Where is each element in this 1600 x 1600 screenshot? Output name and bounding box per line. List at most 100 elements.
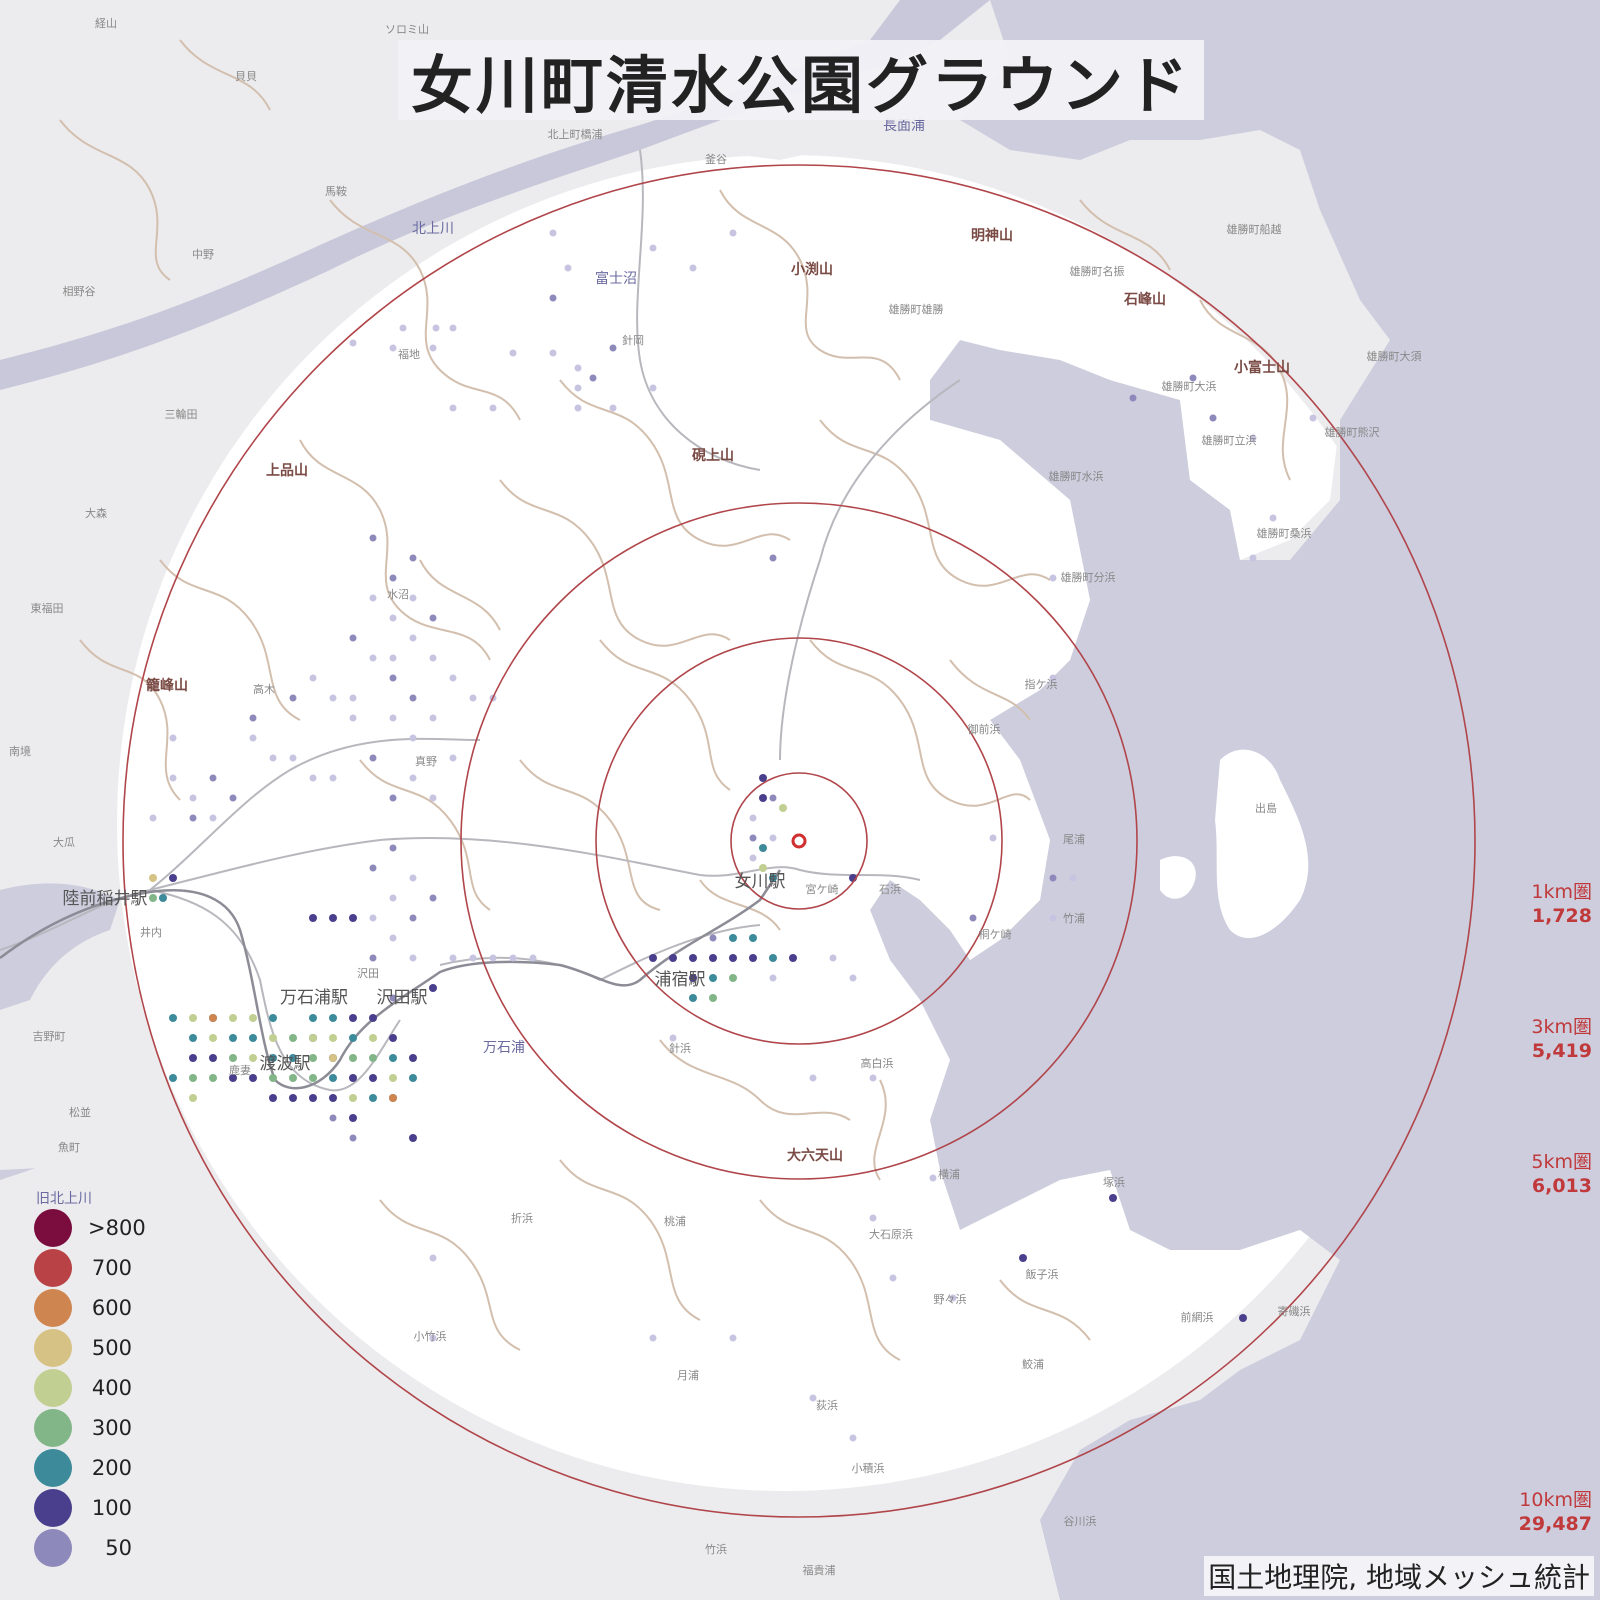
mesh-points-600 [149,874,337,1062]
place-label: 御前浜 [968,722,1001,736]
place-label: 針岡 [622,333,644,347]
place-label: 雄勝町大浜 [1162,379,1217,393]
small-island [1160,856,1196,899]
legend-swatch [34,1449,72,1487]
place-label: 竹浜 [705,1542,727,1556]
legend-item: 300 [34,1408,132,1448]
mesh-points-100 [189,294,1217,1142]
mountain-label: 石峰山 [1123,291,1166,308]
water-label: 旧北上川 [36,1191,92,1207]
place-label: 雄勝町名振 [1070,264,1125,278]
place-label: 雄勝町水浜 [1049,469,1104,483]
legend-swatch [34,1529,72,1567]
ring-label-text: 5km圏 [1531,1151,1592,1173]
ring-label-1km: 1km圏 1,728 [1531,880,1592,928]
water-label: 万石浦 [483,1040,525,1056]
place-label: 雄勝町熊沢 [1325,425,1380,439]
mountain-label: 小富士山 [1234,359,1290,376]
place-label: 福貴浦 [803,1563,836,1577]
station-label-sawada: 沢田駅 [377,988,428,1008]
mesh-points-200 [169,774,1247,1322]
place-label: 寄磯浜 [1278,1304,1311,1318]
place-label: 三輪田 [165,407,198,421]
legend-swatch [34,1249,72,1287]
place-label: 南境 [9,744,31,758]
ring-count: 1,728 [1531,905,1592,927]
place-labels-water: 北上川 長面浦 富士沼 万石浦 旧北上川 [36,118,925,1207]
contour-lines [59,39,1291,1361]
place-label: 真野 [415,754,437,768]
water-label: 北上川 [412,221,454,237]
legend-item: 100 [34,1488,132,1528]
place-label: 北上町橋浦 [548,127,603,141]
station-label-mangokuura: 万石浦駅 [280,988,348,1008]
place-label: 貝貝 [235,70,257,83]
place-label: 鹿妻 [229,1063,251,1077]
mesh-points-400 [149,894,737,1082]
place-label: 水沼 [387,587,409,601]
place-label: 飯子浜 [1026,1267,1059,1281]
place-label: 雄勝町分浜 [1061,570,1116,584]
railway-line [0,869,782,1090]
legend-item: 50 [34,1528,132,1568]
place-label: 吉野町 [33,1030,66,1043]
place-label: 雄勝町桑浜 [1257,526,1312,540]
place-labels-mountains: 明神山 小渕山 石峰山 小富士山 硯上山 上品山 籠峰山 大六天山 [146,227,1290,1164]
ring-label-text: 10km圏 [1519,1489,1592,1511]
place-label: 桐ケ崎 [979,927,1012,941]
legend-item: 600 [34,1288,132,1328]
ring-5km [460,502,1138,1180]
mountain-label: 上品山 [266,463,308,479]
place-label: 相野谷 [63,285,96,298]
mesh-points-700 [209,1014,397,1102]
mesh-points-50 [149,229,1317,1442]
izushima-island [1215,749,1309,939]
station-label-onagawa: 女川駅 [735,872,786,892]
place-label: 谷川浜 [1064,1515,1097,1528]
place-label: 釜谷 [705,152,727,166]
ring-label-text: 1km圏 [1531,881,1592,903]
legend-label: 700 [91,1256,132,1280]
place-label: 大石原浜 [869,1227,913,1241]
water-label: 富士沼 [595,270,637,287]
place-label: 沢田 [357,966,379,980]
page-title: 女川町清水公園グラウンド [410,49,1191,122]
place-label: 雄勝町雄勝 [889,302,944,316]
mesh-points-300 [159,844,777,1102]
mountain-label: 硯上山 [692,448,734,464]
mountain-label: 籠峰山 [146,677,188,694]
place-label: 小積浜 [852,1461,885,1475]
ring-label-text: 3km圏 [1531,1016,1592,1038]
mountain-label: 小渕山 [791,261,833,278]
legend-swatch [34,1289,72,1327]
place-labels-major: 陸前稲井駅 万石浦駅 沢田駅 渡波駅 浦宿駅 女川駅 [63,872,786,1074]
place-label: 月浦 [677,1369,699,1382]
ring-1km [730,772,868,910]
legend-swatch [34,1209,72,1247]
place-label: 宮ケ崎 [806,882,839,896]
place-label: 横浦 [938,1167,960,1181]
target-marker-icon[interactable] [791,833,807,849]
place-label: 指ケ浜 [1025,677,1058,691]
station-label-urashuku: 浦宿駅 [655,970,706,990]
distance-rings [122,164,1476,1518]
place-label: 塚浜 [1103,1176,1125,1189]
place-label: 鮫浦 [1022,1357,1044,1371]
place-label: 折浜 [511,1211,533,1225]
attribution-credit: 国土地理院, 地域メッシュ統計 [1204,1556,1594,1596]
place-label: 桃浦 [664,1214,686,1228]
water-label: 長面浦 [883,118,925,134]
place-label: 小竹浜 [414,1329,447,1343]
ring-label-3km: 3km圏 5,419 [1531,1015,1592,1063]
place-label: 荻浜 [816,1399,838,1412]
place-label: 馬鞍 [325,184,347,198]
title-banner: 女川町清水公園グラウンド [398,40,1204,122]
place-label: 野々浜 [934,1293,967,1306]
legend-item: >800 [34,1208,146,1248]
ring-label-5km: 5km圏 6,013 [1531,1150,1592,1198]
place-label: 福地 [398,347,420,361]
legend-swatch [34,1329,72,1367]
place-label: 石浜 [879,883,901,896]
legend-label: 300 [91,1416,132,1440]
